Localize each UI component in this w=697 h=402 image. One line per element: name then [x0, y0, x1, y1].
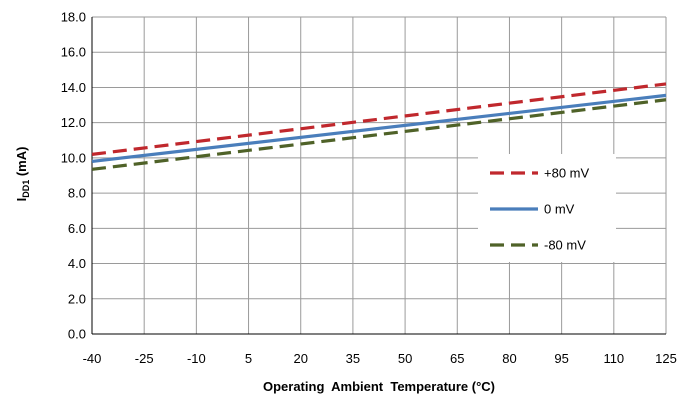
legend-label: 0 mV — [544, 202, 575, 217]
legend-label: +80 mV — [544, 166, 589, 181]
y-tick-label: 12.0 — [61, 115, 86, 130]
y-tick-label: 18.0 — [61, 10, 86, 25]
y-tick-label: 8.0 — [68, 186, 86, 201]
y-tick-label: 4.0 — [68, 256, 86, 271]
x-tick-label: 35 — [346, 351, 360, 366]
x-tick-label: -40 — [83, 351, 102, 366]
y-axis-title-subscript: DD1 — [21, 180, 31, 198]
y-tick-label: 16.0 — [61, 45, 86, 60]
x-tick-label: 5 — [245, 351, 252, 366]
x-tick-label: -10 — [187, 351, 206, 366]
axes — [91, 17, 666, 335]
y-tick-label: 0.0 — [68, 327, 86, 342]
series-lines — [91, 82, 667, 171]
y-tick-labels: 0.0 2.0 4.0 6.0 8.0 10.0 12.0 14.0 16.0 18.0 — [61, 10, 86, 342]
x-tick-label: 65 — [450, 351, 464, 366]
y-axis-title-main: I — [14, 198, 29, 202]
x-tick-label: 110 — [603, 351, 624, 366]
x-tick-label: 50 — [398, 351, 412, 366]
series-line-plus-80mv — [91, 82, 667, 156]
x-tick-label: 125 — [655, 351, 677, 366]
series-line-minus-80mv — [91, 98, 667, 171]
x-axis-title: Operating Ambient Temperature (°C) — [263, 379, 495, 394]
x-tick-labels: -40 -25 -10 5 20 35 50 65 80 95 110 125 — [83, 351, 677, 366]
x-tick-label: 95 — [554, 351, 568, 366]
y-tick-label: 14.0 — [61, 80, 86, 95]
x-tick-label: -25 — [135, 351, 154, 366]
y-tick-label: 10.0 — [61, 150, 86, 165]
y-axis-title: IDD1 (mA) — [14, 147, 31, 202]
series-line-0mv — [91, 93, 667, 163]
x-tick-label: 80 — [502, 351, 516, 366]
legend: +80 mV 0 mV -80 mV — [490, 166, 589, 253]
y-tick-label: 2.0 — [68, 291, 86, 306]
y-tick-label: 6.0 — [68, 221, 86, 236]
y-axis-title-unit: (mA) — [14, 147, 29, 180]
legend-label: -80 mV — [544, 238, 586, 253]
x-tick-label: 20 — [293, 351, 307, 366]
